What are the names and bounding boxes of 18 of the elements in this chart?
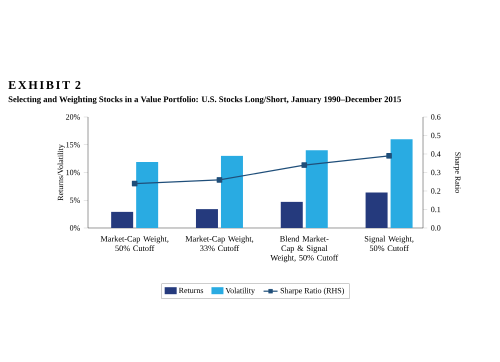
bar — [280, 202, 303, 228]
bar — [306, 150, 328, 228]
chart-subtitle: Selecting and Weighting Stocks in a Value Portfolio: U.S. Stocks Long/Short, January 1990–December 2015 — [8, 96, 401, 104]
point — [301, 162, 308, 168]
bar — [366, 192, 388, 228]
x-tick-label: Blend Market-Cap & Signal Weight, 50% Cutoff — [270, 236, 338, 262]
x-tick-label: Market-Cap Weight, 33% Cutoff — [185, 236, 254, 252]
bar — [111, 212, 134, 228]
bar — [196, 209, 218, 228]
bar — [390, 139, 413, 228]
x-tick-label: Signal Weight, 50% Cutoff — [364, 236, 414, 252]
point — [216, 177, 222, 183]
point — [386, 153, 392, 159]
point — [132, 180, 138, 186]
x-tick-label: Market-Cap Weight, 50% Cutoff — [100, 236, 168, 252]
chart-title: EXHIBIT 2 — [8, 81, 80, 89]
bar — [220, 156, 243, 228]
bar — [136, 162, 158, 228]
